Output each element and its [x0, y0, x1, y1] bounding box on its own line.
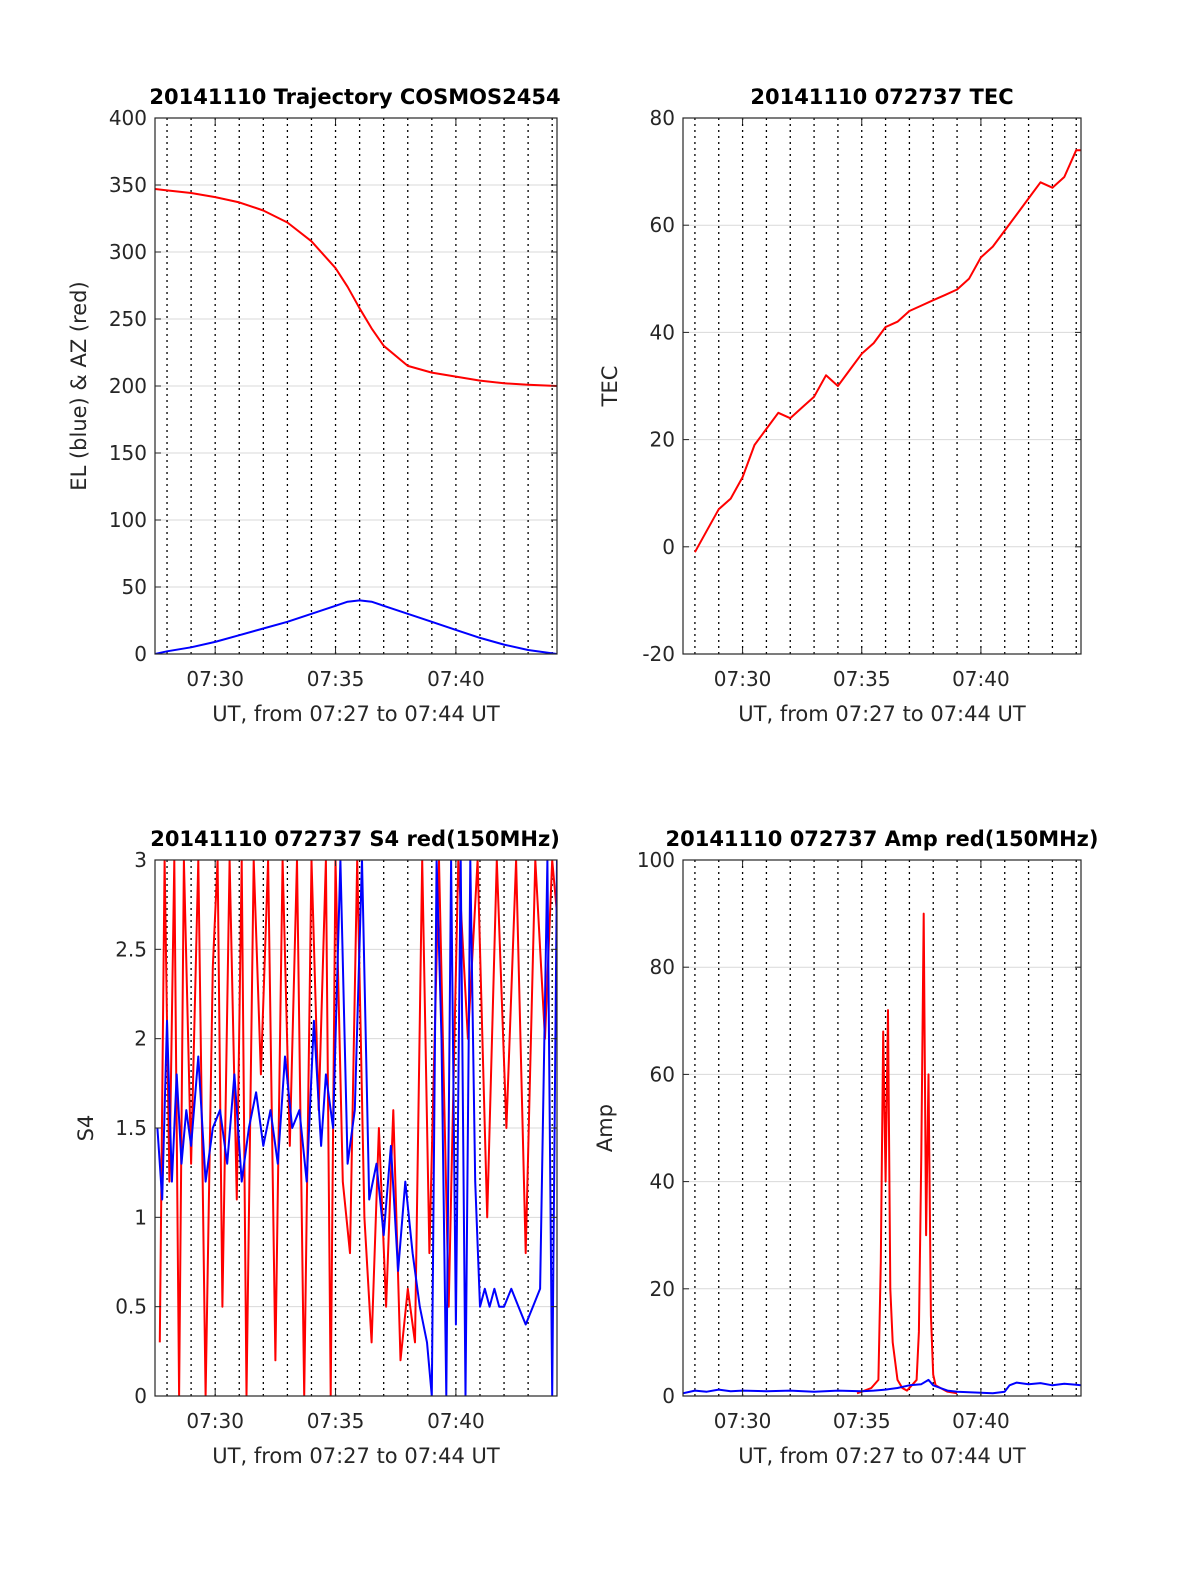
amp-series-blue-line — [683, 1378, 1081, 1395]
tec-axes-box — [682, 117, 1082, 655]
trajectory-xtick-label: 07:30 — [186, 667, 244, 691]
tec-xlabel: UT, from 07:27 to 07:44 UT — [738, 702, 1026, 726]
amp-xlabel: UT, from 07:27 to 07:44 UT — [738, 1444, 1026, 1468]
amp-xtick-label: 07:40 — [952, 1409, 1010, 1433]
trajectory-ytick-label: 100 — [109, 508, 147, 532]
trajectory-xlabel: UT, from 07:27 to 07:44 UT — [212, 702, 500, 726]
amp-ytick-label: 100 — [637, 848, 675, 872]
trajectory-panel: 20141110 Trajectory COSMOS2454 0 50 100 150… — [67, 85, 561, 726]
tec-xtick-label: 07:30 — [714, 667, 772, 691]
trajectory-ylabel: EL (blue) & AZ (red) — [67, 281, 91, 490]
s4-series-blue-line — [156, 860, 557, 1396]
s4-ytick-label: 3 — [134, 848, 147, 872]
amp-ylabel: Amp — [593, 1104, 617, 1152]
s4-ytick-label: 1.5 — [115, 1116, 147, 1140]
s4-xtick-label: 07:30 — [186, 1409, 244, 1433]
amp-ytick-label: 60 — [650, 1062, 675, 1086]
trajectory-xtick-label: 07:40 — [427, 667, 485, 691]
tec-ytick-label: -20 — [642, 642, 675, 666]
amp-title: 20141110 072737 Amp red(150MHz) — [665, 827, 1098, 851]
s4-title: 20141110 072737 S4 red(150MHz) — [150, 827, 560, 851]
s4-xtick-label: 07:40 — [427, 1409, 485, 1433]
amp-xtick-label: 07:35 — [833, 1409, 891, 1433]
s4-ylabel: S4 — [74, 1115, 98, 1142]
tec-xtick-label: 07:35 — [833, 667, 891, 691]
amp-xtick-label: 07:30 — [714, 1409, 772, 1433]
amp-ytick-label: 40 — [650, 1170, 675, 1194]
trajectory-ytick-label: 350 — [109, 173, 147, 197]
trajectory-series-blue-line — [155, 599, 557, 654]
trajectory-xtick-label: 07:35 — [307, 667, 365, 691]
trajectory-ytick-label: 150 — [109, 441, 147, 465]
amp-ytick-label: 80 — [650, 955, 675, 979]
s4-ytick-label: 2 — [134, 1027, 147, 1051]
s4-xtick-label: 07:35 — [307, 1409, 365, 1433]
tec-panel: 20141110 072737 TEC -20 0 20 40 60 80 07:30 07:… — [598, 85, 1082, 726]
s4-xlabel: UT, from 07:27 to 07:44 UT — [212, 1444, 500, 1468]
s4-panel: 20141110 072737 S4 red(150MHz) 0 0.5 1 1.5 2… — [74, 827, 560, 1468]
tec-ytick-label: 60 — [650, 213, 675, 237]
amp-panel: 20141110 072737 Amp red(150MHz) 0 20 40 60 8… — [593, 827, 1099, 1468]
trajectory-ytick-label: 50 — [122, 575, 147, 599]
trajectory-ytick-label: 300 — [109, 240, 147, 264]
tec-title: 20141110 072737 TEC — [750, 85, 1013, 109]
trajectory-ytick-label: 400 — [109, 106, 147, 130]
amp-ytick-label: 20 — [650, 1277, 675, 1301]
trajectory-ytick-label: 0 — [134, 642, 147, 666]
tec-series-red-line — [694, 149, 1081, 553]
tec-ytick-label: 20 — [650, 428, 675, 452]
s4-ytick-label: 0 — [134, 1384, 147, 1408]
trajectory-ytick-label: 200 — [109, 374, 147, 398]
tec-ytick-label: 0 — [662, 535, 675, 559]
amp-ytick-label: 0 — [662, 1384, 675, 1408]
s4-ytick-label: 1 — [134, 1205, 147, 1229]
trajectory-title: 20141110 Trajectory COSMOS2454 — [149, 85, 560, 109]
tec-ytick-label: 80 — [650, 106, 675, 130]
tec-ylabel: TEC — [598, 366, 622, 408]
tec-xtick-label: 07:40 — [952, 667, 1010, 691]
s4-ytick-label: 0.5 — [115, 1295, 147, 1319]
s4-ytick-label: 2.5 — [115, 937, 147, 961]
trajectory-ytick-label: 250 — [109, 307, 147, 331]
tec-ytick-label: 40 — [650, 320, 675, 344]
trajectory-series-red-line — [155, 188, 557, 387]
amp-axes-box — [682, 859, 1082, 1397]
amp-series-red-line — [856, 912, 958, 1395]
